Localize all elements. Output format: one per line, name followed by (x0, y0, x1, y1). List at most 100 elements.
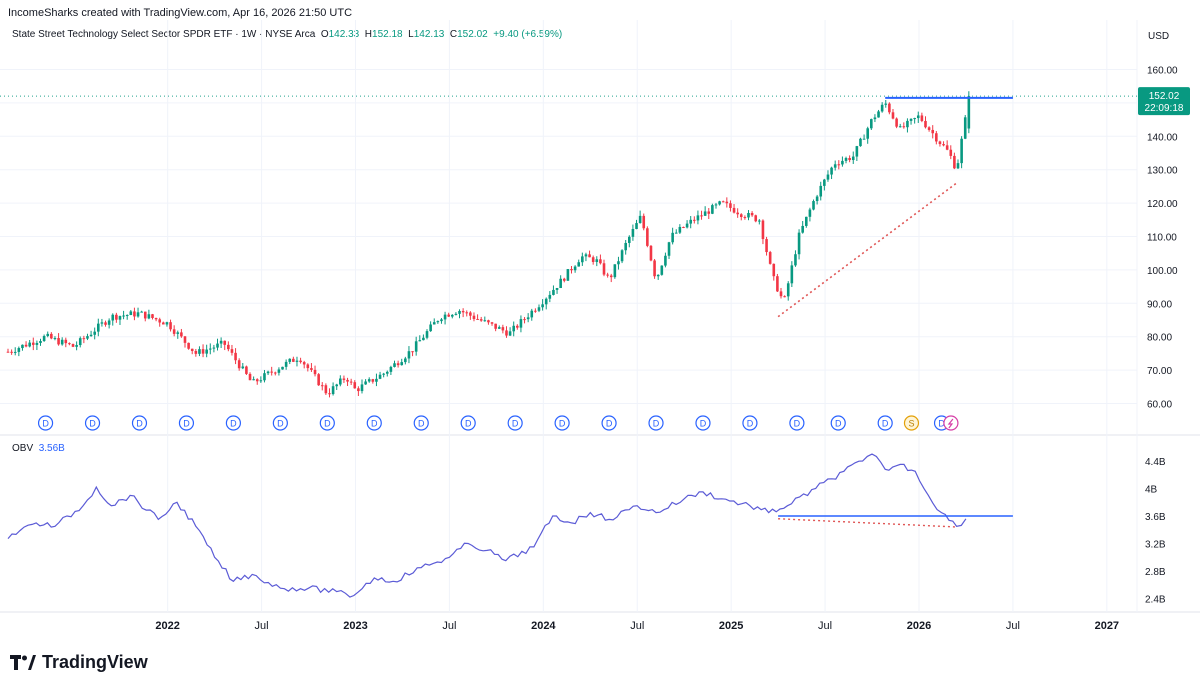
obv-label: OBV (12, 443, 34, 454)
candle-body (407, 351, 411, 359)
candle-body (39, 341, 42, 343)
candle-body (902, 126, 906, 128)
candle-body (696, 215, 700, 221)
candle-body (783, 296, 786, 298)
candle-body (382, 373, 385, 375)
candle-body (143, 311, 147, 319)
candle-body (227, 344, 230, 350)
obv-legend[interactable]: OBV 3.56B (12, 443, 65, 454)
candle-body (241, 366, 245, 369)
candle-body (342, 378, 346, 380)
candle-body (862, 138, 866, 140)
candle-body (295, 360, 299, 362)
time-tick-label: 2024 (531, 620, 556, 632)
candle-body (700, 215, 703, 217)
candle-body (68, 343, 71, 345)
candle-body (472, 315, 476, 319)
candle-body (848, 158, 851, 161)
candle-body (544, 298, 548, 305)
candle-body (617, 261, 620, 265)
candle-body (924, 120, 927, 128)
candle-body (306, 364, 310, 369)
candle-body (212, 347, 216, 349)
candle-body (833, 164, 837, 168)
candle-body (790, 265, 794, 284)
candle-body (729, 203, 732, 208)
support-trendline (777, 182, 958, 318)
dividend-marker-label: D (512, 419, 519, 429)
low-value: 142.13 (413, 29, 445, 40)
candle-body (776, 276, 779, 292)
dividend-marker-icon (272, 415, 288, 431)
candle-body (13, 351, 17, 353)
lightning-icon (947, 418, 954, 429)
dividend-marker-icon (460, 415, 476, 431)
candle-body (281, 366, 284, 370)
candle-body (219, 340, 223, 344)
dividend-marker-icon (789, 415, 805, 431)
candle-body (28, 342, 31, 347)
time-tick-label: Jul (255, 620, 269, 632)
candle-body (71, 344, 75, 347)
candle-body (938, 141, 942, 145)
candle-body (635, 223, 638, 230)
time-tick-label: 2025 (719, 620, 743, 632)
candle-body (360, 384, 364, 392)
candle-body (526, 317, 530, 320)
candle-body (201, 349, 205, 354)
currency-label[interactable]: USD (1148, 31, 1170, 42)
candle-body (422, 337, 425, 341)
candle-body (118, 316, 122, 320)
brand-name: TradingView (42, 652, 148, 672)
candle-body (364, 381, 367, 385)
candle-body (523, 319, 526, 321)
dividend-marker-label: D (606, 419, 613, 429)
candle-body (772, 263, 776, 277)
candle-body (877, 111, 880, 118)
candle-body (479, 319, 483, 321)
candle-body (808, 209, 812, 217)
candle-body (859, 138, 862, 147)
price-tick-label: 90.00 (1147, 299, 1172, 310)
obv-tick-label: 2.4B (1145, 595, 1166, 606)
candle-body (35, 342, 39, 345)
candle-body (57, 338, 60, 345)
candle-body (906, 120, 909, 128)
dividend-marker-icon (131, 415, 148, 431)
dividend-marker-icon (695, 415, 711, 431)
dividend-marker-label: D (700, 419, 707, 429)
candle-body (646, 228, 649, 246)
high-value: 152.18 (372, 29, 403, 40)
dividend-marker-icon (877, 415, 893, 431)
candle-body (519, 319, 523, 328)
candle-body (465, 312, 469, 314)
candle-body (501, 327, 505, 331)
candle-body (750, 212, 754, 216)
dividend-marker-icon (507, 415, 523, 431)
candle-body (967, 96, 971, 129)
candle-body (317, 374, 320, 386)
candle-body (50, 333, 53, 339)
obv-tick-label: 4B (1145, 485, 1158, 496)
candle-body (411, 351, 414, 353)
symbol-legend[interactable]: State Street Technology Select Sector SP… (12, 29, 562, 40)
candle-body (674, 232, 678, 234)
candle-body (237, 360, 241, 369)
candle-body (588, 254, 591, 258)
candle-body (638, 215, 642, 224)
candle-body (653, 260, 656, 277)
candle-body (963, 117, 967, 139)
tradingview-logo[interactable]: TradingView (10, 652, 148, 673)
low-label: L (408, 29, 414, 40)
candle-body (86, 336, 89, 339)
open-label: O (320, 29, 329, 40)
candle-body (176, 332, 180, 334)
candle-body (248, 373, 252, 381)
open-value: 142.33 (328, 29, 360, 40)
candle-body (60, 339, 64, 345)
candle-body (761, 220, 765, 240)
dividend-marker-label: D (938, 419, 945, 429)
candle-body (331, 386, 335, 395)
candle-body (627, 236, 631, 243)
